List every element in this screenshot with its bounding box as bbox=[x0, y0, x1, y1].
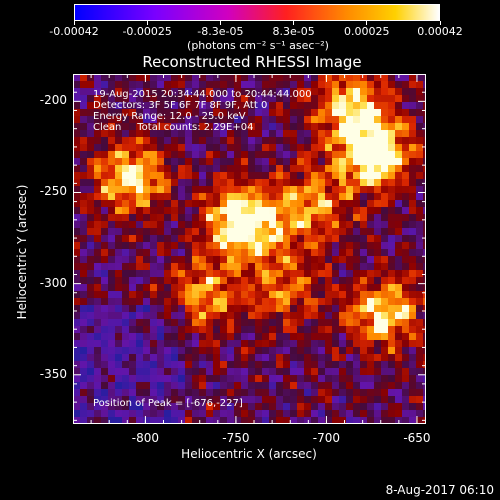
detectors-annotation: Detectors: 3F 5F 6F 7F 8F 9F, Att 0 bbox=[93, 100, 268, 111]
colorbar-tick bbox=[366, 21, 368, 25]
y-tick-label: -300 bbox=[39, 275, 67, 290]
x-axis-label: Heliocentric X (arcsec) bbox=[181, 447, 317, 461]
y-tick-label: -350 bbox=[39, 366, 67, 381]
time-range-annotation: 19-Aug-2015 20:34:44.000 to 20:44:44.000 bbox=[93, 89, 312, 100]
reconstructed-image bbox=[73, 74, 426, 424]
colorbar-tick-label: -8.3e-05 bbox=[197, 25, 244, 38]
colorbar-tick bbox=[146, 21, 148, 25]
y-tick-label: -200 bbox=[39, 93, 67, 108]
energy-annotation: Energy Range: 12.0 - 25.0 keV bbox=[93, 111, 246, 122]
x-tick-label: -800 bbox=[131, 431, 160, 445]
colorbar-units-label: (photons cm⁻² s⁻¹ asec⁻²) bbox=[187, 39, 329, 52]
x-tick-label: -700 bbox=[312, 431, 341, 445]
image-plot bbox=[73, 74, 426, 424]
colorbar-tick-label: 0.00025 bbox=[344, 25, 390, 38]
colorbar-tick bbox=[219, 21, 221, 25]
method-annotation: Clean Total counts: 2.29E+04 bbox=[93, 122, 254, 133]
colorbar-tick bbox=[293, 21, 295, 25]
colorbar-tick bbox=[73, 21, 75, 25]
x-tick-label: -650 bbox=[403, 431, 431, 445]
colorbar bbox=[74, 4, 440, 21]
colorbar-tick-label: 8.3e-05 bbox=[272, 25, 315, 38]
plot-frame bbox=[73, 74, 426, 424]
generation-timestamp: 8-Aug-2017 06:10 bbox=[385, 483, 494, 497]
y-axis-label: Heliocentric Y (arcsec) bbox=[15, 184, 29, 320]
peak-position-annotation: Position of Peak = [-676,-227] bbox=[93, 398, 243, 409]
plot-title: Reconstructed RHESSI Image bbox=[142, 53, 362, 71]
y-tick-label: -250 bbox=[39, 184, 67, 199]
x-tick-label: -750 bbox=[222, 431, 250, 445]
colorbar-tick-label: 0.00042 bbox=[417, 25, 463, 38]
colorbar-tick-label: -0.00025 bbox=[122, 25, 172, 38]
colorbar-tick bbox=[439, 21, 441, 25]
colorbar-tick-label: -0.00042 bbox=[49, 25, 99, 38]
